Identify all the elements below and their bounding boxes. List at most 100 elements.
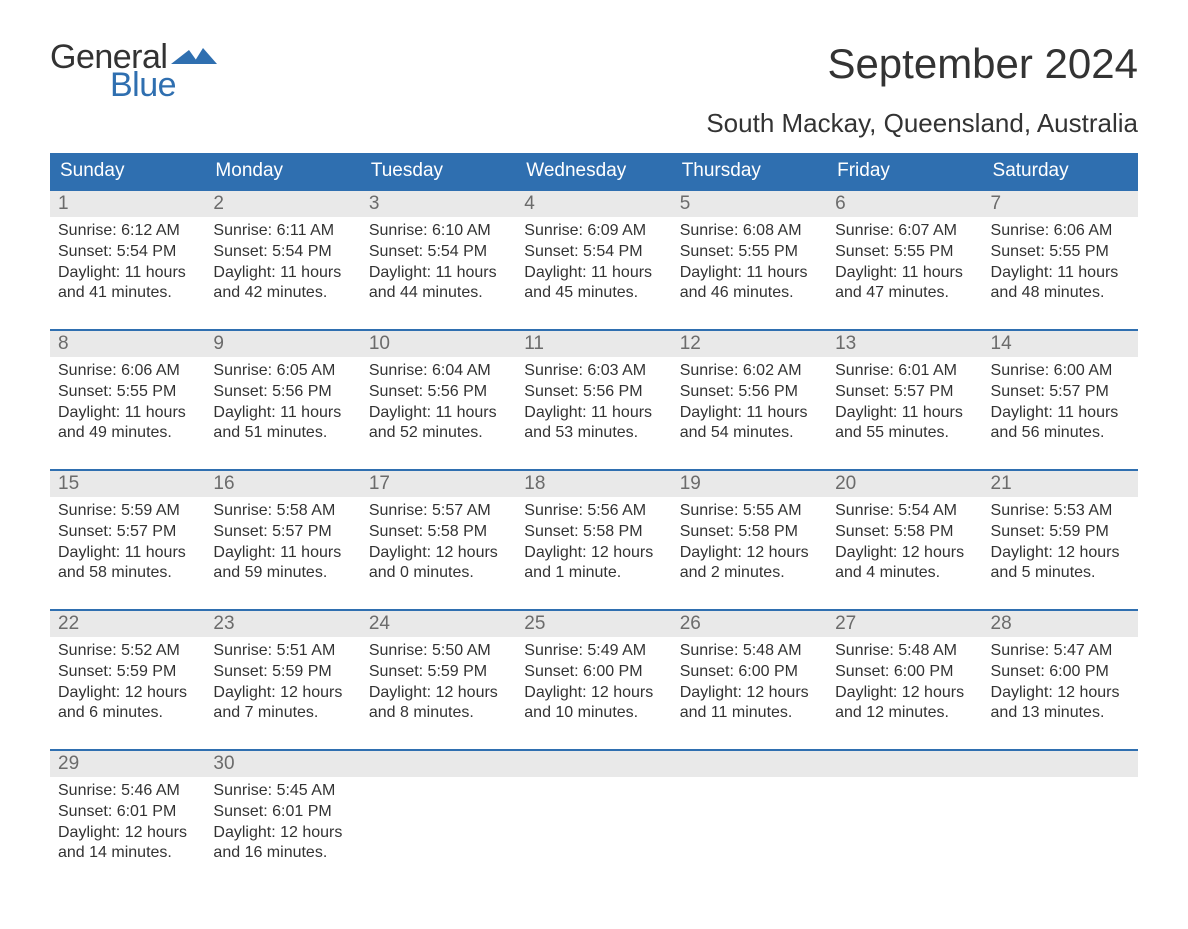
weekday-header: Saturday: [983, 153, 1138, 189]
day-number: [361, 751, 516, 777]
daylight-text: and 12 minutes.: [835, 703, 974, 724]
day-cell: [361, 777, 516, 889]
sunset-text: Sunset: 5:58 PM: [369, 522, 508, 543]
sunrise-text: Sunrise: 6:09 AM: [524, 221, 663, 242]
sunrise-text: Sunrise: 6:11 AM: [213, 221, 352, 242]
day-number: 8: [50, 331, 205, 357]
daylight-text: Daylight: 12 hours: [524, 683, 663, 704]
day-number-row: 1234567: [50, 191, 1138, 217]
day-number: 20: [827, 471, 982, 497]
daylight-text: and 58 minutes.: [58, 563, 197, 584]
day-number: 26: [672, 611, 827, 637]
sunset-text: Sunset: 5:58 PM: [835, 522, 974, 543]
daylight-text: Daylight: 12 hours: [524, 543, 663, 564]
day-cell: Sunrise: 5:48 AMSunset: 6:00 PMDaylight:…: [672, 637, 827, 749]
day-number: 2: [205, 191, 360, 217]
day-cell: Sunrise: 5:58 AMSunset: 5:57 PMDaylight:…: [205, 497, 360, 609]
day-number-row: 22232425262728: [50, 611, 1138, 637]
daylight-text: Daylight: 12 hours: [991, 683, 1130, 704]
sunrise-text: Sunrise: 5:53 AM: [991, 501, 1130, 522]
day-cell: Sunrise: 6:12 AMSunset: 5:54 PMDaylight:…: [50, 217, 205, 329]
daylight-text: and 59 minutes.: [213, 563, 352, 584]
day-content-row: Sunrise: 5:46 AMSunset: 6:01 PMDaylight:…: [50, 777, 1138, 889]
sunset-text: Sunset: 5:57 PM: [213, 522, 352, 543]
sunrise-text: Sunrise: 5:47 AM: [991, 641, 1130, 662]
sunset-text: Sunset: 6:00 PM: [524, 662, 663, 683]
sunset-text: Sunset: 5:57 PM: [58, 522, 197, 543]
sunset-text: Sunset: 5:59 PM: [991, 522, 1130, 543]
sunset-text: Sunset: 5:56 PM: [524, 382, 663, 403]
daylight-text: Daylight: 11 hours: [213, 263, 352, 284]
sunrise-text: Sunrise: 5:55 AM: [680, 501, 819, 522]
daylight-text: and 53 minutes.: [524, 423, 663, 444]
daylight-text: Daylight: 12 hours: [991, 543, 1130, 564]
daylight-text: Daylight: 12 hours: [680, 683, 819, 704]
sunset-text: Sunset: 5:56 PM: [213, 382, 352, 403]
day-cell: Sunrise: 6:03 AMSunset: 5:56 PMDaylight:…: [516, 357, 671, 469]
day-number: 12: [672, 331, 827, 357]
day-cell: [827, 777, 982, 889]
sunset-text: Sunset: 5:55 PM: [58, 382, 197, 403]
day-content-row: Sunrise: 6:06 AMSunset: 5:55 PMDaylight:…: [50, 357, 1138, 469]
daylight-text: Daylight: 11 hours: [835, 403, 974, 424]
daylight-text: and 48 minutes.: [991, 283, 1130, 304]
sunset-text: Sunset: 5:59 PM: [58, 662, 197, 683]
day-cell: Sunrise: 5:52 AMSunset: 5:59 PMDaylight:…: [50, 637, 205, 749]
daylight-text: and 44 minutes.: [369, 283, 508, 304]
sunrise-text: Sunrise: 5:56 AM: [524, 501, 663, 522]
daylight-text: Daylight: 12 hours: [58, 823, 197, 844]
daylight-text: and 16 minutes.: [213, 843, 352, 864]
day-cell: Sunrise: 5:54 AMSunset: 5:58 PMDaylight:…: [827, 497, 982, 609]
calendar-week: 2930Sunrise: 5:46 AMSunset: 6:01 PMDayli…: [50, 749, 1138, 889]
weekday-header: Friday: [827, 153, 982, 189]
day-number: 15: [50, 471, 205, 497]
day-cell: Sunrise: 5:55 AMSunset: 5:58 PMDaylight:…: [672, 497, 827, 609]
daylight-text: and 42 minutes.: [213, 283, 352, 304]
sunrise-text: Sunrise: 5:49 AM: [524, 641, 663, 662]
day-cell: Sunrise: 5:56 AMSunset: 5:58 PMDaylight:…: [516, 497, 671, 609]
sunset-text: Sunset: 5:59 PM: [369, 662, 508, 683]
day-content-row: Sunrise: 5:59 AMSunset: 5:57 PMDaylight:…: [50, 497, 1138, 609]
daylight-text: Daylight: 12 hours: [680, 543, 819, 564]
location-subtitle: South Mackay, Queensland, Australia: [50, 108, 1138, 139]
day-number: 27: [827, 611, 982, 637]
weekday-header: Sunday: [50, 153, 205, 189]
day-cell: Sunrise: 5:57 AMSunset: 5:58 PMDaylight:…: [361, 497, 516, 609]
calendar-week: 22232425262728Sunrise: 5:52 AMSunset: 5:…: [50, 609, 1138, 749]
daylight-text: and 8 minutes.: [369, 703, 508, 724]
sunrise-text: Sunrise: 5:48 AM: [835, 641, 974, 662]
daylight-text: and 11 minutes.: [680, 703, 819, 724]
daylight-text: Daylight: 11 hours: [680, 403, 819, 424]
sunrise-text: Sunrise: 6:01 AM: [835, 361, 974, 382]
day-content-row: Sunrise: 6:12 AMSunset: 5:54 PMDaylight:…: [50, 217, 1138, 329]
daylight-text: Daylight: 11 hours: [369, 403, 508, 424]
daylight-text: Daylight: 11 hours: [991, 263, 1130, 284]
day-number: [672, 751, 827, 777]
day-number: 17: [361, 471, 516, 497]
daylight-text: Daylight: 11 hours: [680, 263, 819, 284]
sunset-text: Sunset: 5:54 PM: [58, 242, 197, 263]
sunset-text: Sunset: 5:54 PM: [213, 242, 352, 263]
day-number: 18: [516, 471, 671, 497]
day-number: 6: [827, 191, 982, 217]
sunset-text: Sunset: 5:57 PM: [991, 382, 1130, 403]
daylight-text: and 45 minutes.: [524, 283, 663, 304]
day-number: 21: [983, 471, 1138, 497]
day-cell: [516, 777, 671, 889]
sunrise-text: Sunrise: 5:59 AM: [58, 501, 197, 522]
sunrise-text: Sunrise: 6:06 AM: [991, 221, 1130, 242]
day-cell: Sunrise: 5:47 AMSunset: 6:00 PMDaylight:…: [983, 637, 1138, 749]
daylight-text: Daylight: 12 hours: [213, 683, 352, 704]
day-cell: Sunrise: 6:06 AMSunset: 5:55 PMDaylight:…: [50, 357, 205, 469]
weekday-header: Tuesday: [361, 153, 516, 189]
daylight-text: and 47 minutes.: [835, 283, 974, 304]
sunrise-text: Sunrise: 6:02 AM: [680, 361, 819, 382]
sunrise-text: Sunrise: 6:04 AM: [369, 361, 508, 382]
sunset-text: Sunset: 5:55 PM: [680, 242, 819, 263]
daylight-text: and 55 minutes.: [835, 423, 974, 444]
day-number: 28: [983, 611, 1138, 637]
day-number: [827, 751, 982, 777]
daylight-text: Daylight: 12 hours: [369, 683, 508, 704]
day-number: 3: [361, 191, 516, 217]
daylight-text: Daylight: 11 hours: [58, 263, 197, 284]
